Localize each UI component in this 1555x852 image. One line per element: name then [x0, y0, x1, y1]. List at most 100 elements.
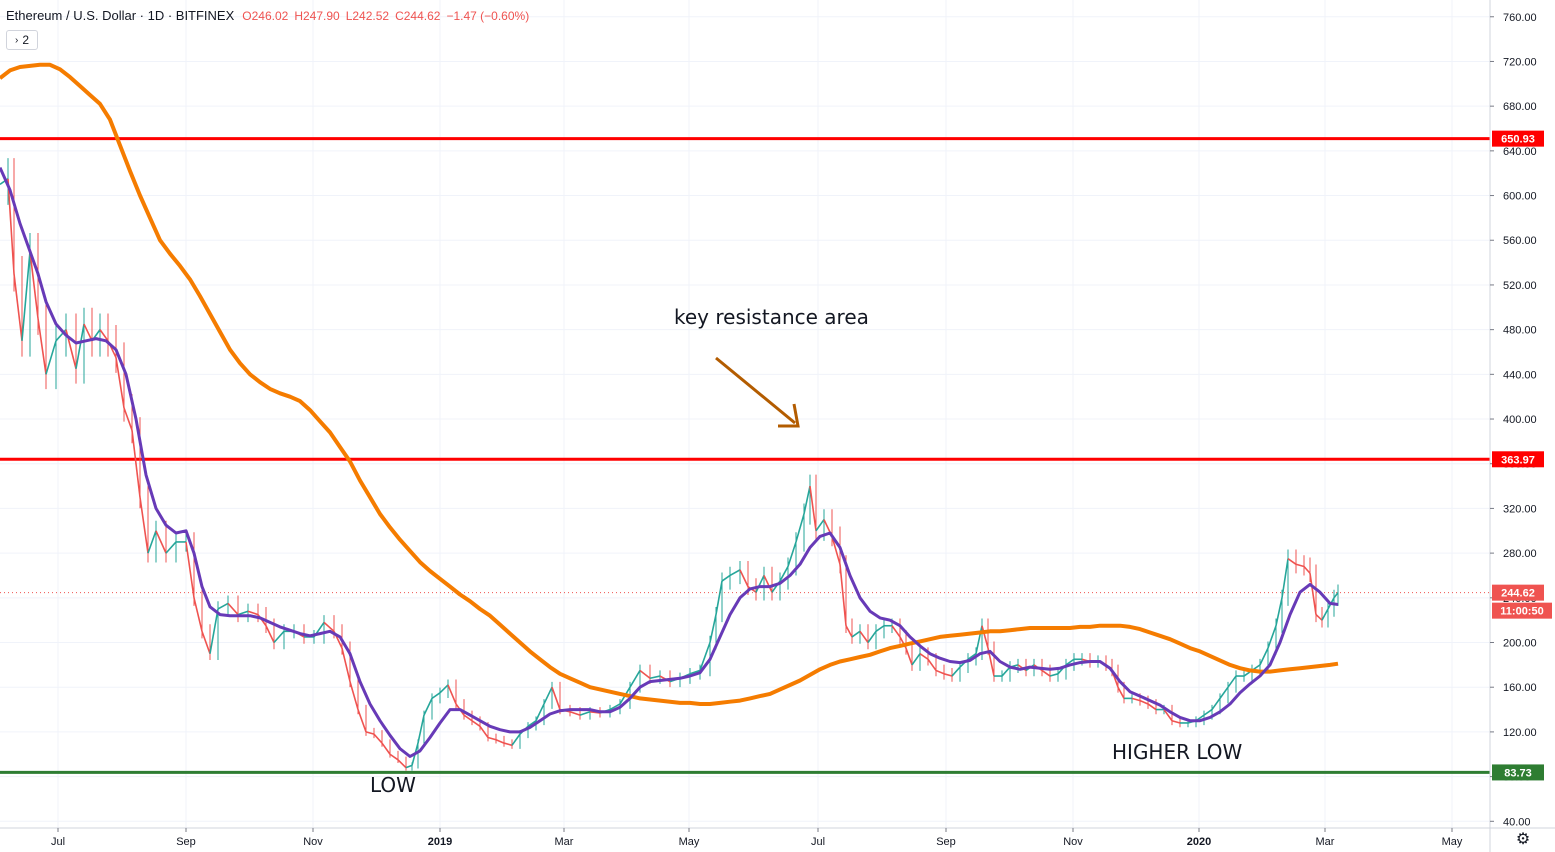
x-tick-label: May [1442, 836, 1463, 848]
price-segment [1303, 565, 1311, 574]
price-segment [341, 647, 351, 682]
price-segment [721, 574, 731, 582]
price-segment [373, 733, 383, 744]
price-segment [803, 485, 811, 515]
price-segment [365, 731, 375, 735]
x-tick-label: Jul [811, 836, 825, 848]
price-segment [417, 714, 425, 744]
y-tick-label: 400.00 [1503, 414, 1537, 426]
price-segment [859, 630, 869, 643]
fast-moving-average [0, 166, 1339, 758]
y-tick-label: 600.00 [1503, 191, 1537, 203]
indicator-count: 2 [22, 33, 30, 47]
grid [0, 0, 1490, 828]
price-segment [845, 625, 853, 638]
price-segment [527, 720, 537, 727]
price-segment [535, 703, 545, 722]
x-tick-label: Mar [555, 836, 574, 848]
y-tick-label: 440.00 [1503, 369, 1537, 381]
price-segment [7, 178, 15, 274]
price-segment [83, 323, 93, 342]
price-segment [739, 569, 749, 587]
symbol-title[interactable]: Ethereum / U.S. Dollar · 1D · BITFINEX [6, 8, 235, 23]
price-segment [1065, 658, 1075, 666]
price-segment [273, 630, 285, 644]
price-segment [237, 610, 249, 616]
price-segment [1267, 625, 1277, 649]
price-segment [193, 597, 203, 632]
price-segment [1227, 675, 1237, 688]
price-segment [779, 566, 789, 582]
y-tick-label: 280.00 [1503, 548, 1537, 560]
price-segment [709, 614, 717, 643]
y-tick-label: 120.00 [1503, 727, 1537, 739]
high-value: H247.90 [294, 8, 340, 23]
level-price-badge [1492, 451, 1544, 468]
price-segment [551, 686, 561, 710]
y-tick-label: 760.00 [1503, 12, 1537, 24]
open-value: O246.02 [242, 8, 289, 23]
price-segment [447, 684, 457, 705]
y-tick-label: 680.00 [1503, 101, 1537, 113]
price-segment [503, 742, 513, 747]
price-segment [1171, 719, 1181, 724]
price-segment [487, 736, 497, 741]
price-segment [1211, 697, 1221, 711]
countdown-label: 11:00:50 [1500, 606, 1543, 618]
price-segment [45, 340, 57, 375]
price-segment [867, 630, 877, 643]
price-segment [431, 692, 441, 700]
price-segment [951, 666, 961, 677]
countdown-badge [1492, 602, 1552, 619]
price-segment [1315, 613, 1323, 621]
level-price-badge [1492, 130, 1544, 147]
price-segment [511, 733, 521, 746]
price-segment [1295, 563, 1305, 568]
price-segment [147, 530, 157, 554]
price-segment [875, 625, 885, 632]
price-segment [815, 519, 825, 532]
price-segment [323, 621, 335, 632]
y-tick-label: 640.00 [1503, 146, 1537, 158]
price-segment [155, 530, 167, 554]
price-segment [1131, 697, 1141, 702]
price-segment [131, 430, 141, 498]
price-segment [755, 575, 765, 593]
price-segment [1333, 592, 1339, 599]
price-segment [927, 658, 937, 671]
price-segment [839, 564, 847, 626]
slow-ma-line [0, 62, 1339, 706]
price-segment [891, 625, 901, 638]
price-segment [209, 608, 219, 654]
price-segment [471, 720, 481, 727]
price-segment [13, 273, 23, 341]
price-segment [1041, 669, 1051, 677]
level-price-label: 83.73 [1504, 767, 1532, 779]
price-segment [1139, 699, 1149, 705]
price-segment [439, 684, 449, 694]
x-tick-label: Nov [303, 836, 323, 848]
slow-moving-average [0, 62, 1339, 706]
price-segment [185, 541, 195, 598]
price-segment [217, 602, 229, 610]
x-tick-label: 2020 [1187, 836, 1211, 848]
y-tick-label: 320.00 [1503, 503, 1537, 515]
price-segment [975, 625, 983, 654]
price-segment [795, 513, 805, 543]
price-segment [851, 630, 861, 638]
indicator-collapse-button[interactable]: › 2 [6, 30, 38, 50]
price-segment [265, 625, 275, 643]
price-segment [911, 653, 921, 666]
price-segment [21, 251, 31, 341]
chart-header: Ethereum / U.S. Dollar · 1D · BITFINEX O… [6, 8, 529, 23]
x-tick-label: Jul [51, 836, 65, 848]
price-segment [967, 653, 977, 660]
price-segment [729, 569, 741, 577]
price-segment [479, 725, 489, 738]
x-tick-label: Sep [176, 836, 196, 848]
gear-icon[interactable]: ⚙ [1515, 831, 1531, 848]
fast-ma-line [0, 166, 1339, 758]
